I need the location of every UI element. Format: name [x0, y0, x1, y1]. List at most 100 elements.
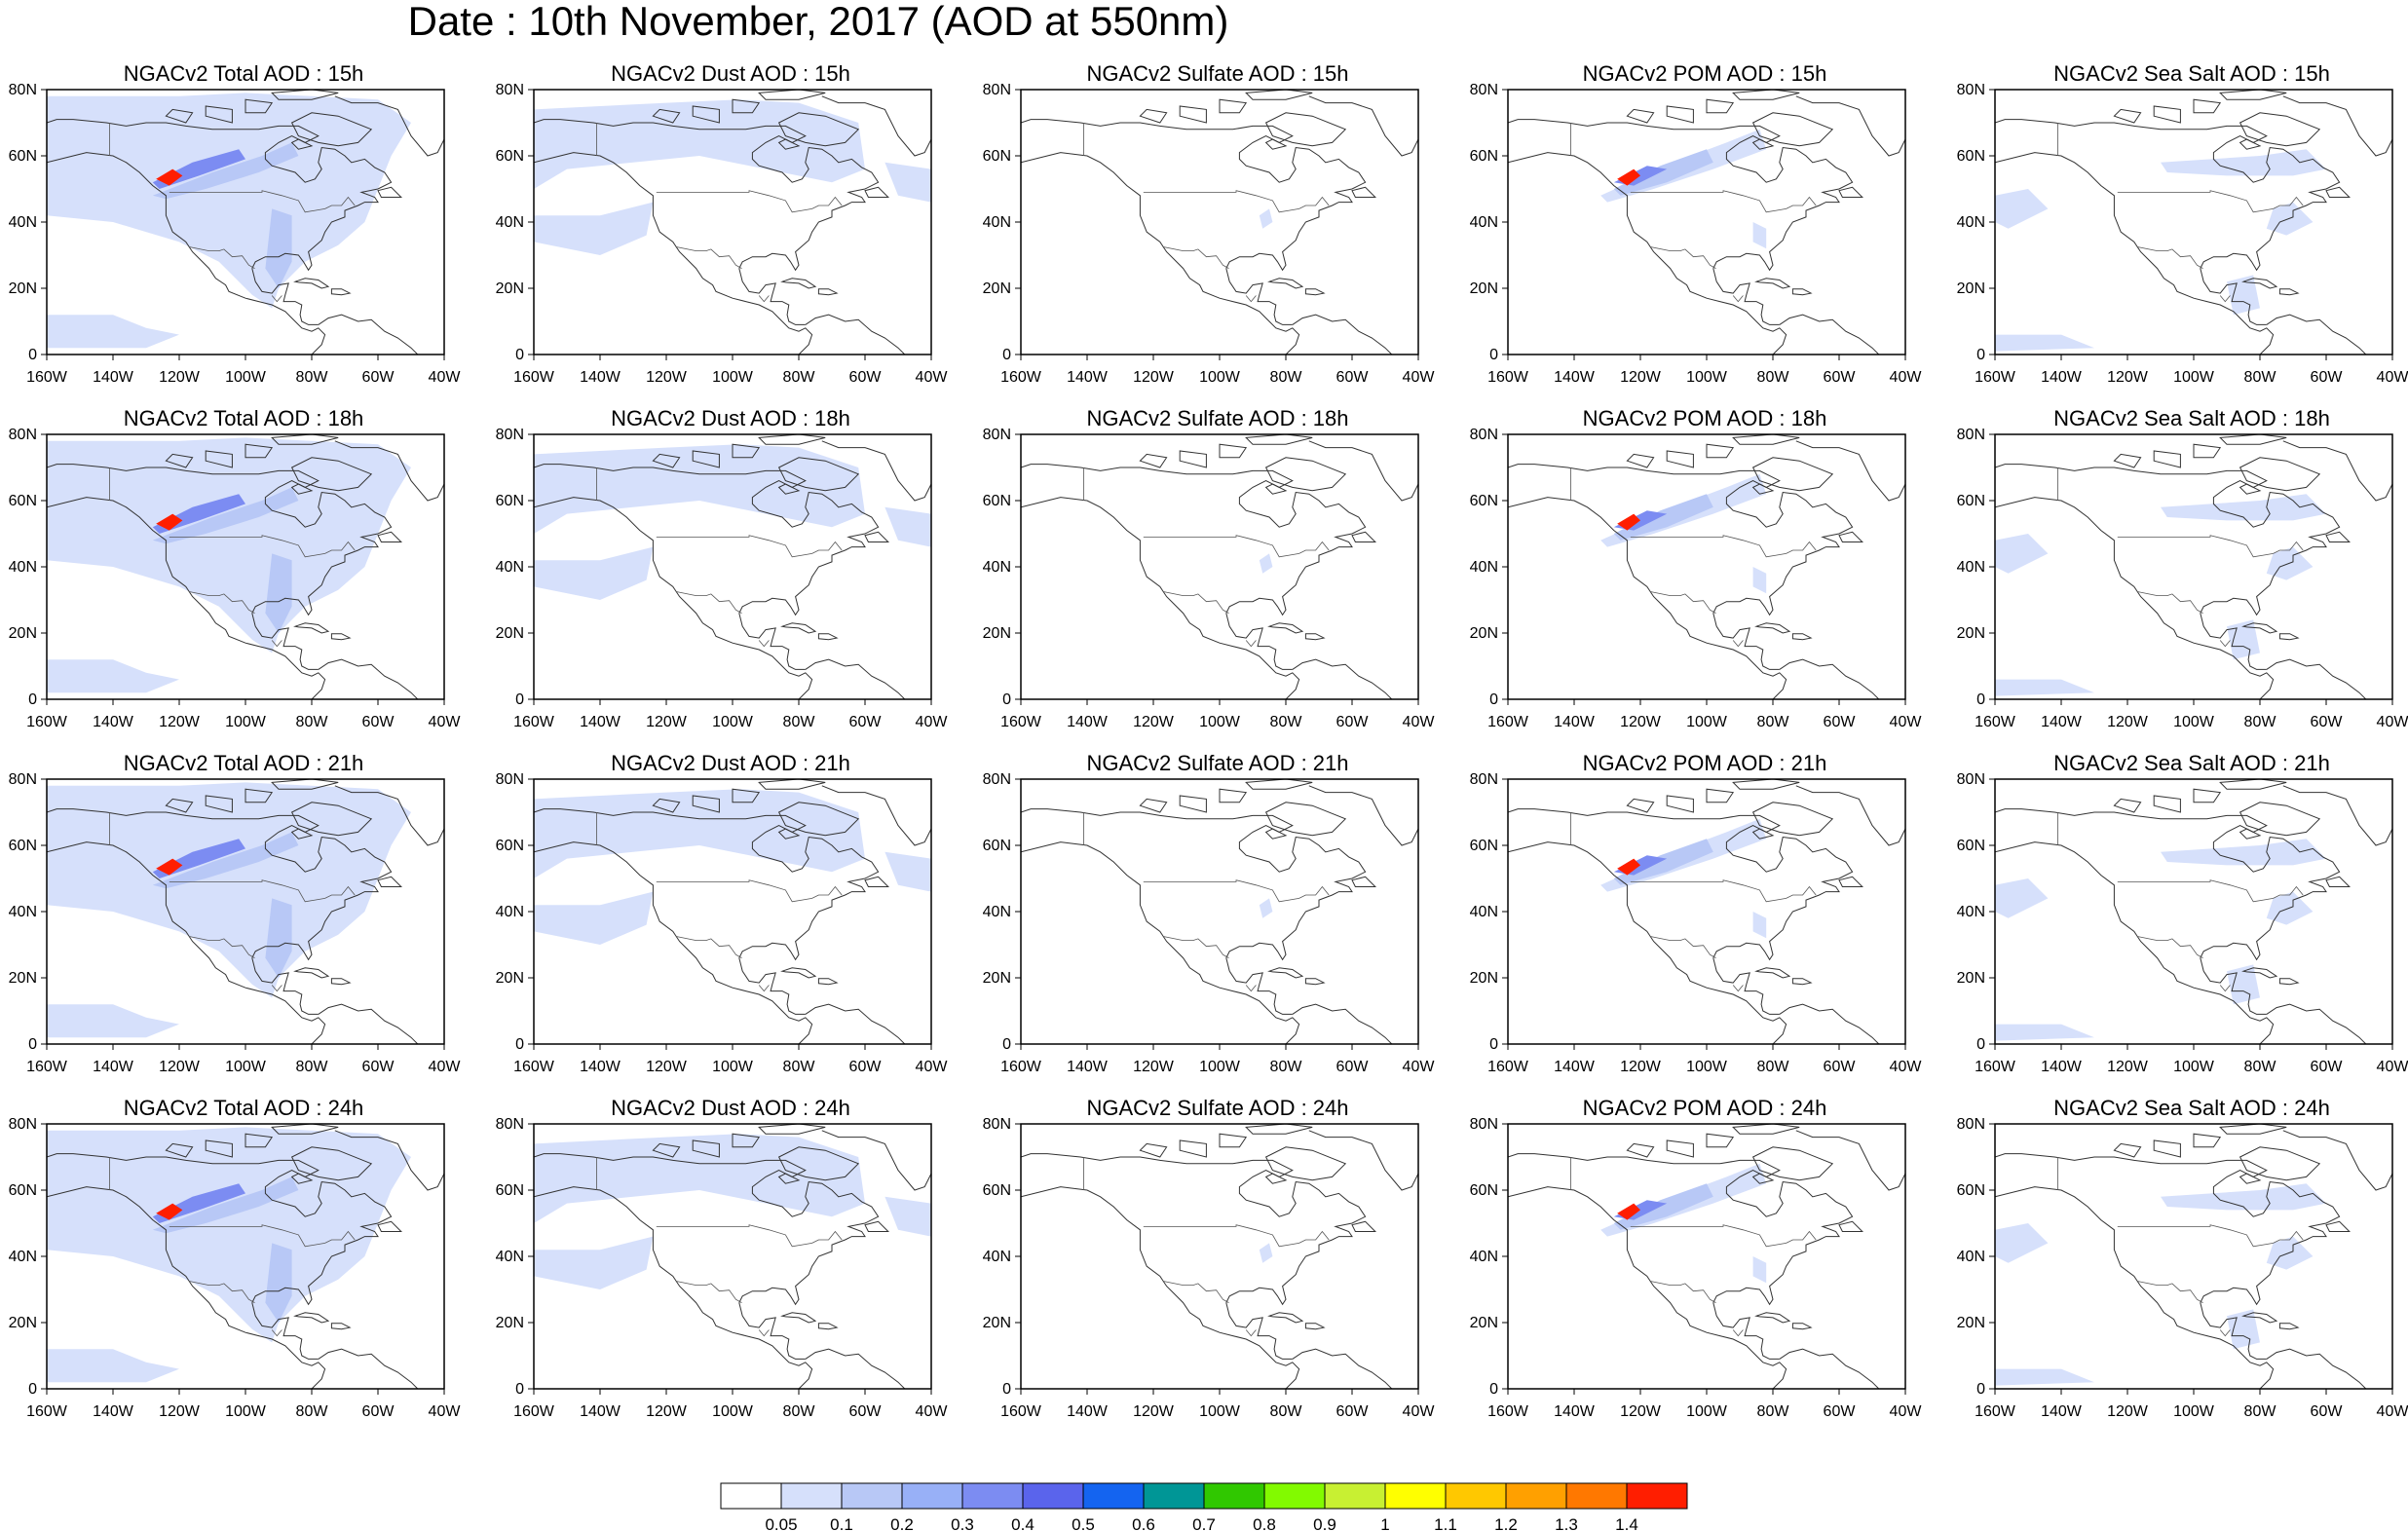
- aod-plume: [534, 99, 865, 189]
- country-border: [1245, 295, 1257, 303]
- island: [2241, 1312, 2278, 1324]
- panel-title: NGACv2 Total AOD : 15h: [123, 61, 364, 86]
- country-border: [2137, 246, 2203, 269]
- coastline: [2200, 957, 2204, 972]
- map-plot: 160W 140W 120W 100W 80W 60W 40W 0 20N 40N 60N 80N: [1957, 771, 2408, 1075]
- panel-title: NGACv2 Sea Salt AOD : 18h: [2053, 406, 2330, 430]
- colorbar-label: 1.1: [1434, 1515, 1457, 1531]
- island: [2278, 288, 2300, 296]
- x-tick-label: 40W: [916, 714, 949, 730]
- island: [1179, 105, 1207, 124]
- y-tick-label: 0: [28, 347, 37, 363]
- island: [290, 112, 373, 147]
- y-tick-label: 20N: [1957, 625, 1985, 642]
- island: [165, 108, 194, 124]
- x-tick-label: 40W: [2377, 1059, 2408, 1075]
- coastline: [2202, 280, 2267, 325]
- x-tick-label: 40W: [429, 369, 462, 386]
- island: [2193, 443, 2222, 459]
- x-tick-label: 80W: [1270, 369, 1303, 386]
- map-panel-pom-1: NGACv2 POM AOD : 18h 160W 140W 120W 100W 80W 6…: [1461, 405, 1948, 751]
- coastline: [1712, 1302, 1717, 1317]
- coastline: [805, 658, 906, 699]
- island: [1791, 978, 1813, 986]
- y-tick-label: 40N: [9, 1249, 37, 1265]
- coastline: [1508, 1186, 1787, 1389]
- colorbar-label: 0.2: [890, 1515, 914, 1531]
- country-border: [2137, 936, 2203, 958]
- coastline: [738, 613, 743, 627]
- x-tick-label: 140W: [580, 1403, 621, 1420]
- map-plot: 160W 140W 120W 100W 80W 60W 40W 0 20N 40N 60N 80N: [983, 771, 1436, 1075]
- x-tick-label: 160W: [1975, 714, 2016, 730]
- y-tick-label: 20N: [983, 280, 1011, 297]
- island: [377, 1220, 403, 1232]
- coastline: [254, 1315, 319, 1360]
- x-tick-label: 60W: [1824, 1403, 1857, 1420]
- y-tick-label: 60N: [9, 493, 37, 509]
- island: [2193, 98, 2222, 114]
- y-tick-label: 20N: [1957, 970, 1985, 987]
- y-tick-label: 20N: [1470, 970, 1498, 987]
- aod-plume: [1995, 679, 2094, 696]
- island: [1666, 1139, 1694, 1158]
- country-border: [656, 190, 843, 213]
- island: [732, 98, 761, 114]
- x-tick-label: 140W: [93, 714, 134, 730]
- island: [1264, 112, 1347, 147]
- aod-plume: [47, 782, 411, 998]
- island: [290, 483, 314, 495]
- y-tick-label: 0: [28, 691, 37, 708]
- y-tick-label: 80N: [496, 1116, 524, 1133]
- y-tick-label: 80N: [496, 82, 524, 98]
- island: [330, 633, 352, 641]
- coastline: [1995, 808, 2341, 961]
- country-border: [1245, 985, 1257, 992]
- map-plot: 160W 140W 120W 100W 80W 60W 40W 0 20N 40N 60N 80N: [9, 771, 462, 1075]
- y-tick-label: 0: [1976, 347, 1985, 363]
- coastline: [1308, 779, 1418, 846]
- coastline: [1021, 808, 1367, 961]
- coastline: [2282, 434, 2392, 502]
- y-tick-label: 0: [1002, 1381, 1011, 1398]
- y-tick-label: 20N: [983, 625, 1011, 642]
- x-tick-label: 140W: [2041, 1403, 2083, 1420]
- x-tick-label: 140W: [580, 1059, 621, 1075]
- aod-plume: [2161, 839, 2326, 866]
- island: [293, 1312, 330, 1324]
- y-tick-label: 0: [28, 1381, 37, 1398]
- x-tick-label: 140W: [93, 1403, 134, 1420]
- colorbar-swatch: [1082, 1482, 1145, 1510]
- island: [1791, 633, 1813, 641]
- island: [2153, 105, 2181, 124]
- x-tick-label: 140W: [1067, 1059, 1109, 1075]
- coastline: [1308, 1124, 1418, 1191]
- coastline: [1292, 658, 1393, 699]
- aod-plume: [884, 851, 931, 892]
- colorbar-label: 0.3: [951, 1515, 974, 1531]
- aod-plume: [47, 1004, 179, 1038]
- y-tick-label: 80N: [1470, 427, 1498, 443]
- country-border: [656, 879, 843, 903]
- island: [245, 98, 274, 114]
- x-tick-label: 40W: [1890, 369, 1923, 386]
- x-tick-label: 100W: [2173, 714, 2215, 730]
- x-tick-label: 160W: [26, 1403, 68, 1420]
- island: [1264, 828, 1288, 840]
- country-border: [169, 879, 356, 903]
- island: [652, 798, 681, 813]
- coastline: [1021, 841, 1300, 1044]
- y-tick-label: 60N: [496, 148, 524, 165]
- map-plot: 160W 140W 120W 100W 80W 60W 40W 0 20N 40N 60N 80N: [983, 82, 1436, 386]
- y-tick-label: 80N: [983, 1116, 1011, 1133]
- aod-plume: [2227, 964, 2260, 1005]
- colorbar-swatch: [1143, 1482, 1205, 1510]
- coastline: [251, 268, 256, 282]
- x-tick-label: 60W: [2311, 714, 2344, 730]
- coastline: [2266, 658, 2367, 699]
- y-tick-label: 80N: [9, 1116, 37, 1133]
- country-border: [2219, 295, 2231, 303]
- island: [2241, 967, 2278, 979]
- island: [652, 453, 681, 468]
- panel-title: NGACv2 Sulfate AOD : 18h: [1086, 406, 1349, 430]
